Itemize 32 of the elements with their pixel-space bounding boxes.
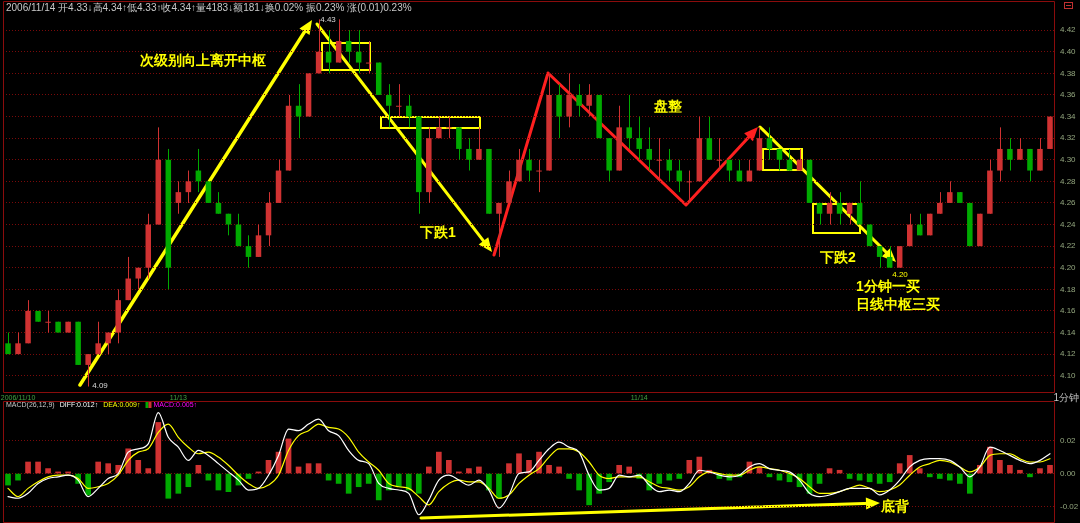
y-tick-label: 4.14	[1060, 327, 1077, 337]
y-tick-label: 4.20	[1060, 262, 1077, 272]
y-tick-label: 4.38	[1060, 68, 1077, 78]
y-tick-label: 4.18	[1060, 284, 1077, 294]
y-tick-label: 4.36	[1060, 90, 1077, 100]
y-tick-label: 4.42	[1060, 25, 1077, 35]
annotation: 1分钟一买	[856, 277, 920, 294]
y-tick-label: 4.12	[1060, 349, 1077, 359]
annotation: 4.09	[92, 381, 109, 391]
x-axis-title: 1分钟	[1053, 391, 1079, 403]
y-tick-label: 4.28	[1060, 176, 1077, 186]
y-tick-label: 4.32	[1060, 133, 1077, 143]
annotation: 次级别向上离开中枢	[139, 51, 266, 68]
annotation: 下跌1	[419, 223, 457, 240]
y-tick-label: 4.16	[1060, 306, 1077, 316]
annotation: 日线中枢三买	[855, 295, 940, 312]
y-tick-label: 4.22	[1060, 241, 1077, 251]
y-tick-label: 4.10	[1060, 370, 1077, 380]
y-tick-label: 0.02	[1060, 435, 1077, 445]
annotation: 4.20	[892, 269, 909, 279]
y-tick-label: -0.02	[1060, 501, 1079, 511]
y-tick-label: 4.30	[1060, 154, 1077, 164]
y-tick-label: 0.00	[1060, 468, 1077, 478]
annotation: 4.43	[320, 15, 337, 25]
y-tick-label: 4.26	[1060, 198, 1077, 208]
chart-subtitle: 2006/11/14 开4.33↓高4.34↑低4.33↑收4.34↑量4183↓额181↓换0.02% 振0.23% 涨(0.01)0.23%	[6, 1, 412, 13]
y-tick-label: 4.34	[1060, 111, 1077, 121]
y-tick-label: 4.24	[1060, 219, 1077, 229]
annotation: 盘整	[652, 97, 683, 114]
annotation: 底背	[880, 497, 910, 514]
y-tick-label: 4.40	[1060, 46, 1077, 56]
annotation: 下跌2	[819, 248, 857, 265]
